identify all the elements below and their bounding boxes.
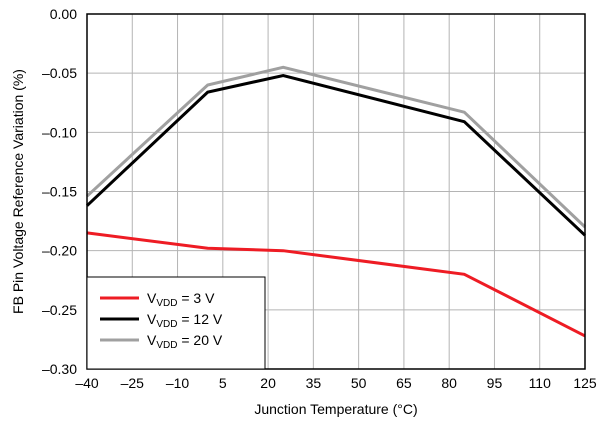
- y-axis-title: FB Pin Voltage Reference Variation (%): [10, 69, 26, 314]
- series-lines: [85, 65, 587, 338]
- y-tick-label: 0.00: [50, 6, 77, 22]
- legend-label: VVDD = 12 V: [147, 311, 223, 330]
- legend-label: VVDD = 20 V: [147, 332, 223, 351]
- x-tick-label: 50: [351, 375, 367, 391]
- x-tick-label: 110: [529, 375, 552, 391]
- y-tick-label: –0.05: [42, 65, 77, 81]
- x-tick-label: 125: [573, 375, 597, 391]
- y-tick-label: –0.20: [42, 243, 77, 259]
- legend-label: VVDD = 3 V: [147, 290, 215, 309]
- x-tick-label: –40: [75, 375, 99, 391]
- series-line-2: [85, 73, 587, 237]
- x-tick-label: –10: [166, 375, 190, 391]
- series-line-3: [85, 65, 587, 229]
- x-axis-title: Junction Temperature (°C): [254, 401, 417, 417]
- x-axis-ticks: –40 –25 –10 5 20 35 50 65 80 95 110 125: [75, 375, 597, 391]
- legend: VVDD = 3 V VVDD = 12 V VVDD = 20 V: [86, 276, 266, 370]
- y-tick-label: –0.30: [42, 361, 77, 377]
- x-tick-label: –25: [121, 375, 145, 391]
- y-tick-label: –0.10: [42, 124, 77, 140]
- legend-box: [86, 276, 266, 370]
- y-axis-ticks: 0.00 –0.05 –0.10 –0.15 –0.20 –0.25 –0.30: [42, 6, 77, 377]
- y-tick-label: –0.15: [42, 184, 77, 200]
- x-tick-label: 20: [260, 375, 276, 391]
- x-tick-label: 35: [306, 375, 322, 391]
- plot-area-frame: [86, 13, 586, 370]
- x-tick-label: 80: [441, 375, 457, 391]
- x-tick-label: 65: [396, 375, 412, 391]
- y-tick-label: –0.25: [42, 302, 77, 318]
- x-tick-label: 95: [487, 375, 503, 391]
- x-tick-label: 5: [219, 375, 227, 391]
- series-line-1: [86, 231, 586, 338]
